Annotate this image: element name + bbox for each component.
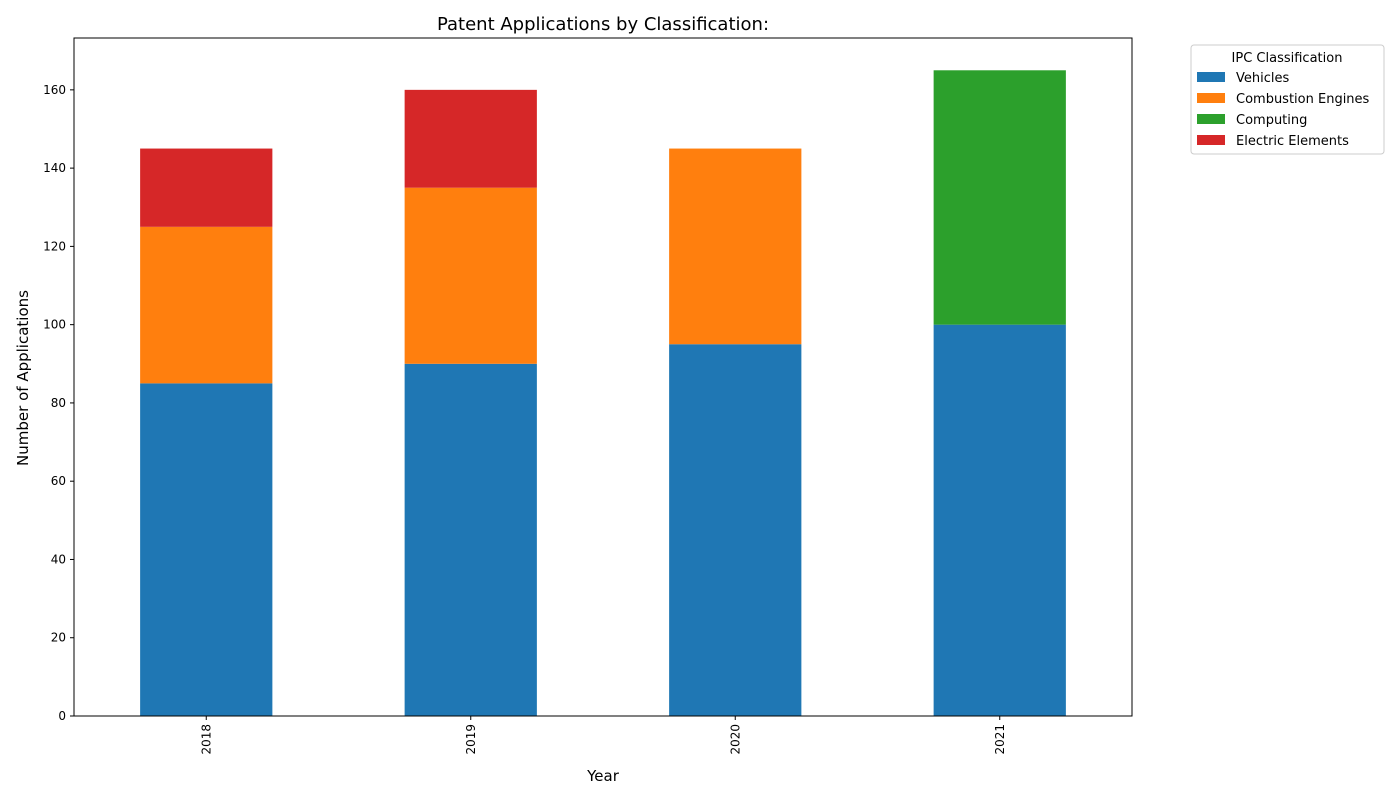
y-tick-label: 140 [43,161,66,175]
y-tick-label: 40 [51,552,66,566]
y-tick-label: 160 [43,83,66,97]
legend-label: Combustion Engines [1236,92,1370,107]
bar-2021-vehicles [934,325,1066,716]
y-tick-label: 80 [51,396,66,410]
chart-title: Patent Applications by Classification: [437,14,769,35]
legend-swatch [1197,93,1225,103]
legend-label: Vehicles [1236,71,1289,86]
bar-2019-electric-elements [405,90,537,188]
bar-2021-computing [934,70,1066,324]
y-tick-label: 100 [43,318,66,332]
x-axis: 2018 2019 2020 2021 [199,716,1007,755]
y-tick-label: 0 [58,709,66,723]
y-tick-label: 120 [43,239,66,253]
y-axis: 0 20 40 60 80 100 120 140 160 [43,83,74,723]
y-axis-title: Number of Applications [14,290,32,466]
x-tick-label: 2021 [993,724,1007,755]
legend-title: IPC Classification [1232,51,1343,66]
bars-group [140,70,1066,716]
legend-label: Computing [1236,113,1307,128]
bar-2019-combustion-engines [405,188,537,364]
legend-swatch [1197,72,1225,82]
legend-swatch [1197,135,1225,145]
legend: IPC Classification Vehicles Combustion En… [1191,45,1384,154]
bar-2018-combustion-engines [140,227,272,384]
legend-swatch [1197,114,1225,124]
bar-2020-vehicles [669,344,801,716]
y-tick-label: 20 [51,631,66,645]
bar-2020-combustion-engines [669,149,801,345]
legend-label: Electric Elements [1236,134,1349,149]
x-tick-label: 2020 [728,724,742,755]
bar-2019-vehicles [405,364,537,716]
bar-2018-electric-elements [140,149,272,227]
x-axis-title: Year [586,767,620,785]
x-tick-label: 2019 [464,724,478,755]
bar-2018-vehicles [140,383,272,716]
y-tick-label: 60 [51,474,66,488]
x-tick-label: 2018 [199,724,213,755]
